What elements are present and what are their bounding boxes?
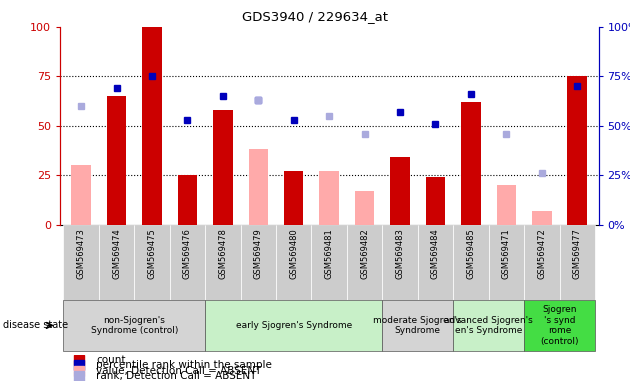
Bar bbox=[461, 102, 481, 225]
Bar bbox=[142, 27, 162, 225]
Bar bbox=[391, 157, 410, 225]
Text: GSM569474: GSM569474 bbox=[112, 228, 121, 279]
Bar bbox=[559, 225, 595, 300]
Bar bbox=[426, 177, 445, 225]
Bar bbox=[71, 166, 91, 225]
Bar bbox=[64, 300, 205, 351]
Bar bbox=[382, 300, 453, 351]
Bar bbox=[213, 110, 232, 225]
Bar bbox=[99, 225, 134, 300]
Text: GSM569478: GSM569478 bbox=[219, 228, 227, 279]
Bar bbox=[418, 225, 453, 300]
Bar bbox=[355, 191, 374, 225]
Bar bbox=[134, 225, 169, 300]
Text: GSM569479: GSM569479 bbox=[254, 228, 263, 279]
Text: disease state: disease state bbox=[3, 320, 68, 331]
Bar bbox=[524, 300, 595, 351]
Bar bbox=[284, 171, 304, 225]
Text: GSM569475: GSM569475 bbox=[147, 228, 156, 279]
Text: advanced Sjogren's
en's Syndrome: advanced Sjogren's en's Syndrome bbox=[444, 316, 533, 335]
Text: GSM569480: GSM569480 bbox=[289, 228, 298, 279]
Bar bbox=[568, 76, 587, 225]
Bar bbox=[276, 225, 311, 300]
Bar bbox=[249, 149, 268, 225]
Text: GSM569484: GSM569484 bbox=[431, 228, 440, 279]
Bar bbox=[311, 225, 347, 300]
Text: percentile rank within the sample: percentile rank within the sample bbox=[96, 360, 272, 370]
Bar bbox=[496, 185, 516, 225]
Text: count: count bbox=[96, 354, 125, 364]
Bar bbox=[489, 225, 524, 300]
Text: GDS3940 / 229634_at: GDS3940 / 229634_at bbox=[242, 10, 388, 23]
Bar bbox=[205, 300, 382, 351]
Text: Sjogren
's synd
rome
(control): Sjogren 's synd rome (control) bbox=[541, 305, 579, 346]
Bar bbox=[319, 171, 339, 225]
Bar bbox=[178, 175, 197, 225]
Text: GSM569485: GSM569485 bbox=[466, 228, 476, 279]
Bar bbox=[64, 225, 99, 300]
Text: non-Sjogren's
Syndrome (control): non-Sjogren's Syndrome (control) bbox=[91, 316, 178, 335]
Text: GSM569472: GSM569472 bbox=[537, 228, 546, 279]
Text: GSM569477: GSM569477 bbox=[573, 228, 581, 279]
Text: rank, Detection Call = ABSENT: rank, Detection Call = ABSENT bbox=[96, 371, 256, 381]
Bar bbox=[241, 225, 276, 300]
Text: GSM569471: GSM569471 bbox=[502, 228, 511, 279]
Bar bbox=[453, 225, 489, 300]
Bar bbox=[107, 96, 126, 225]
Bar bbox=[205, 225, 241, 300]
Text: GSM569483: GSM569483 bbox=[396, 228, 404, 279]
Text: GSM569482: GSM569482 bbox=[360, 228, 369, 279]
Text: GSM569473: GSM569473 bbox=[77, 228, 86, 279]
Bar bbox=[169, 225, 205, 300]
Bar bbox=[532, 211, 551, 225]
Text: GSM569476: GSM569476 bbox=[183, 228, 192, 279]
Bar bbox=[347, 225, 382, 300]
Bar bbox=[382, 225, 418, 300]
Bar bbox=[453, 300, 524, 351]
Text: early Sjogren's Syndrome: early Sjogren's Syndrome bbox=[236, 321, 352, 330]
Text: GSM569481: GSM569481 bbox=[324, 228, 334, 279]
Text: value, Detection Call = ABSENT: value, Detection Call = ABSENT bbox=[96, 366, 261, 376]
Text: moderate Sjogren's
Syndrome: moderate Sjogren's Syndrome bbox=[374, 316, 462, 335]
Bar bbox=[524, 225, 559, 300]
